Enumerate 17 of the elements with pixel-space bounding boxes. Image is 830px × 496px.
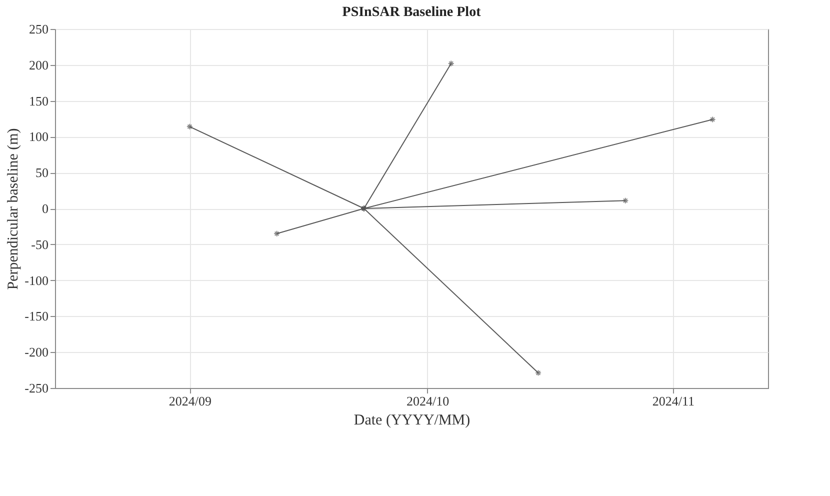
x-tick-label: 2024/11 <box>652 394 695 408</box>
y-tick-label: -250 <box>24 380 48 396</box>
y-tick-label: -200 <box>24 344 48 360</box>
y-axis-title: Perpendicular baseline (m) <box>6 128 22 290</box>
y-tick-label: -150 <box>24 308 48 324</box>
y-tick-label: -100 <box>24 272 48 288</box>
y-tick-label: 150 <box>29 93 48 108</box>
y-tick-label: 0 <box>42 201 48 216</box>
y-tick-label: -50 <box>31 236 48 252</box>
x-axis-title: Date (YYYY/MM) <box>354 412 470 428</box>
x-tick-label: 2024/09 <box>168 394 212 408</box>
x-tick-label: 2024/10 <box>406 394 450 408</box>
y-tick-label: 200 <box>29 57 48 72</box>
y-tick-label: 250 <box>29 22 48 36</box>
y-tick-label: 100 <box>29 129 48 144</box>
y-tick-label: 50 <box>36 165 48 180</box>
chart-title: PSInSAR Baseline Plot <box>342 5 482 20</box>
